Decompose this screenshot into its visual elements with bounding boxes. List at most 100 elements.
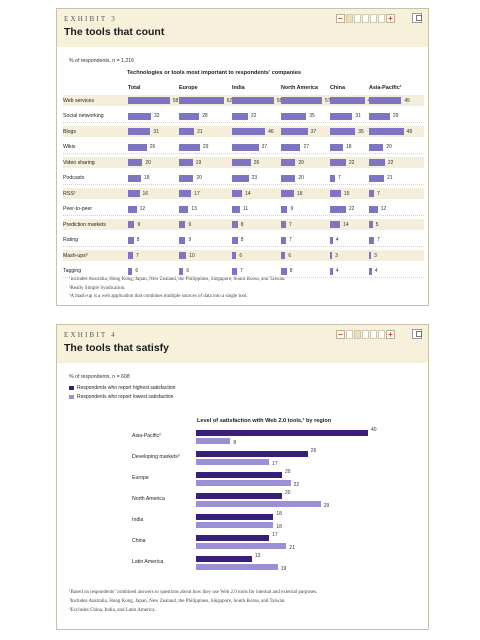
table-bar	[330, 221, 341, 228]
exhibit-3-header: EXHIBIT 3 The tools that count − +	[57, 9, 428, 47]
table-value: 20	[196, 175, 202, 181]
row-label: Social networking	[63, 113, 104, 119]
table-value: 29	[392, 113, 399, 119]
table-value: 37	[261, 144, 268, 150]
table-value: 8	[240, 221, 244, 228]
table-bar	[281, 112, 307, 120]
table-bar	[281, 190, 294, 197]
exhibit-4-panel: EXHIBIT 4 The tools that satisfy − + % o…	[56, 324, 429, 630]
bar-lowest-satisfaction	[196, 459, 270, 465]
table-bar	[281, 267, 287, 275]
expand-window-icon[interactable]	[412, 13, 422, 23]
table-bar	[369, 267, 372, 275]
table-row	[63, 188, 424, 199]
table-bar	[330, 112, 353, 120]
table-bar	[281, 236, 287, 244]
page-1[interactable]	[346, 330, 353, 339]
table-value: 20	[298, 159, 304, 166]
table-value: 22	[348, 206, 355, 212]
exhibit-3-footnote-2: ²Really Simple Syndication.	[69, 286, 126, 291]
legend-high-label: Respondents who report highest satisfact…	[77, 385, 176, 391]
page-1[interactable]	[346, 14, 353, 23]
table-value: 8	[240, 237, 244, 243]
table-bar	[330, 174, 336, 182]
page-3[interactable]	[362, 14, 369, 23]
page-5[interactable]	[378, 330, 385, 339]
row-label: Podcasts	[63, 175, 85, 181]
table-value: 7	[136, 252, 139, 259]
plus-icon[interactable]: +	[386, 330, 395, 339]
table-bar	[232, 205, 240, 213]
table-value: 22	[348, 159, 355, 166]
exhibit-4-footnote-3: ³Excludes China, India, and Latin Americ…	[69, 608, 156, 613]
page-3[interactable]	[362, 330, 369, 339]
bar-value-label: 8	[233, 440, 237, 446]
table-bar	[179, 252, 187, 259]
table-bar	[232, 97, 274, 104]
row-label: Mash-ups³	[63, 252, 88, 259]
bar-highest-satisfaction	[196, 556, 252, 562]
table-bar	[128, 190, 140, 197]
bar-highest-satisfaction	[196, 535, 270, 541]
table-value: 45	[404, 97, 410, 104]
table-bar	[179, 97, 224, 104]
table-value: 21	[197, 128, 203, 135]
table-value: 29	[202, 144, 209, 150]
table-bar	[369, 205, 378, 213]
table-value: 7	[377, 190, 380, 197]
page-4[interactable]	[370, 330, 377, 339]
page-5[interactable]	[378, 14, 385, 23]
table-value: 48	[406, 128, 413, 135]
table-bar	[369, 97, 402, 104]
bar-highest-satisfaction	[196, 430, 368, 436]
minus-icon[interactable]: −	[336, 330, 345, 339]
table-value: 9	[188, 221, 192, 228]
exhibit-3-title: The tools that count	[64, 26, 165, 38]
bar-lowest-satisfaction	[196, 564, 278, 570]
table-value: 46	[268, 128, 274, 135]
table-value: 20	[298, 175, 304, 181]
page-2[interactable]	[354, 330, 361, 339]
plus-icon[interactable]: +	[386, 14, 395, 23]
table-row	[63, 266, 424, 278]
table-value: 35	[358, 128, 364, 135]
page-2[interactable]	[354, 14, 361, 23]
bar-value-label: 21	[289, 545, 295, 551]
region-label: North America	[132, 496, 165, 502]
table-value: 27	[303, 144, 309, 150]
table-row	[63, 235, 424, 247]
table-value: 32	[154, 113, 160, 119]
table-value: 20	[145, 159, 151, 166]
row-label: RSS²	[63, 190, 76, 197]
table-value: 35	[309, 113, 315, 119]
table-row	[63, 142, 424, 154]
table-bar	[369, 112, 390, 120]
column-header: Europe	[179, 85, 198, 91]
exhibit-4-label: EXHIBIT 4	[64, 331, 117, 339]
table-value: 4	[335, 237, 339, 243]
exhibit-4-chart-title: Level of satisfaction with Web 2.0 tools…	[197, 418, 332, 424]
table-bar	[330, 97, 365, 104]
table-value: 3	[335, 252, 338, 259]
region-label: Developing markets³	[132, 454, 180, 460]
row-label: Blogs	[63, 128, 76, 135]
minus-icon[interactable]: −	[336, 14, 345, 23]
page-4[interactable]	[370, 14, 377, 23]
table-value: 7	[289, 221, 292, 228]
table-bar	[232, 252, 237, 259]
table-bar	[369, 128, 404, 135]
table-bar	[128, 236, 134, 244]
table-bar	[232, 143, 259, 151]
table-value: 3	[374, 252, 377, 259]
table-value: 11	[242, 206, 249, 212]
table-bar	[179, 221, 186, 228]
table-bar	[232, 190, 243, 197]
exhibit-3-footnote-3: ³A mash-up is a web application that com…	[69, 294, 248, 299]
table-value: 8	[136, 237, 140, 243]
table-bar	[330, 267, 333, 275]
table-value: 37	[310, 128, 317, 135]
table-value: 7	[338, 175, 341, 181]
expand-window-icon[interactable]	[412, 329, 422, 339]
table-bar	[330, 128, 356, 135]
bar-value-label: 26	[310, 448, 317, 454]
